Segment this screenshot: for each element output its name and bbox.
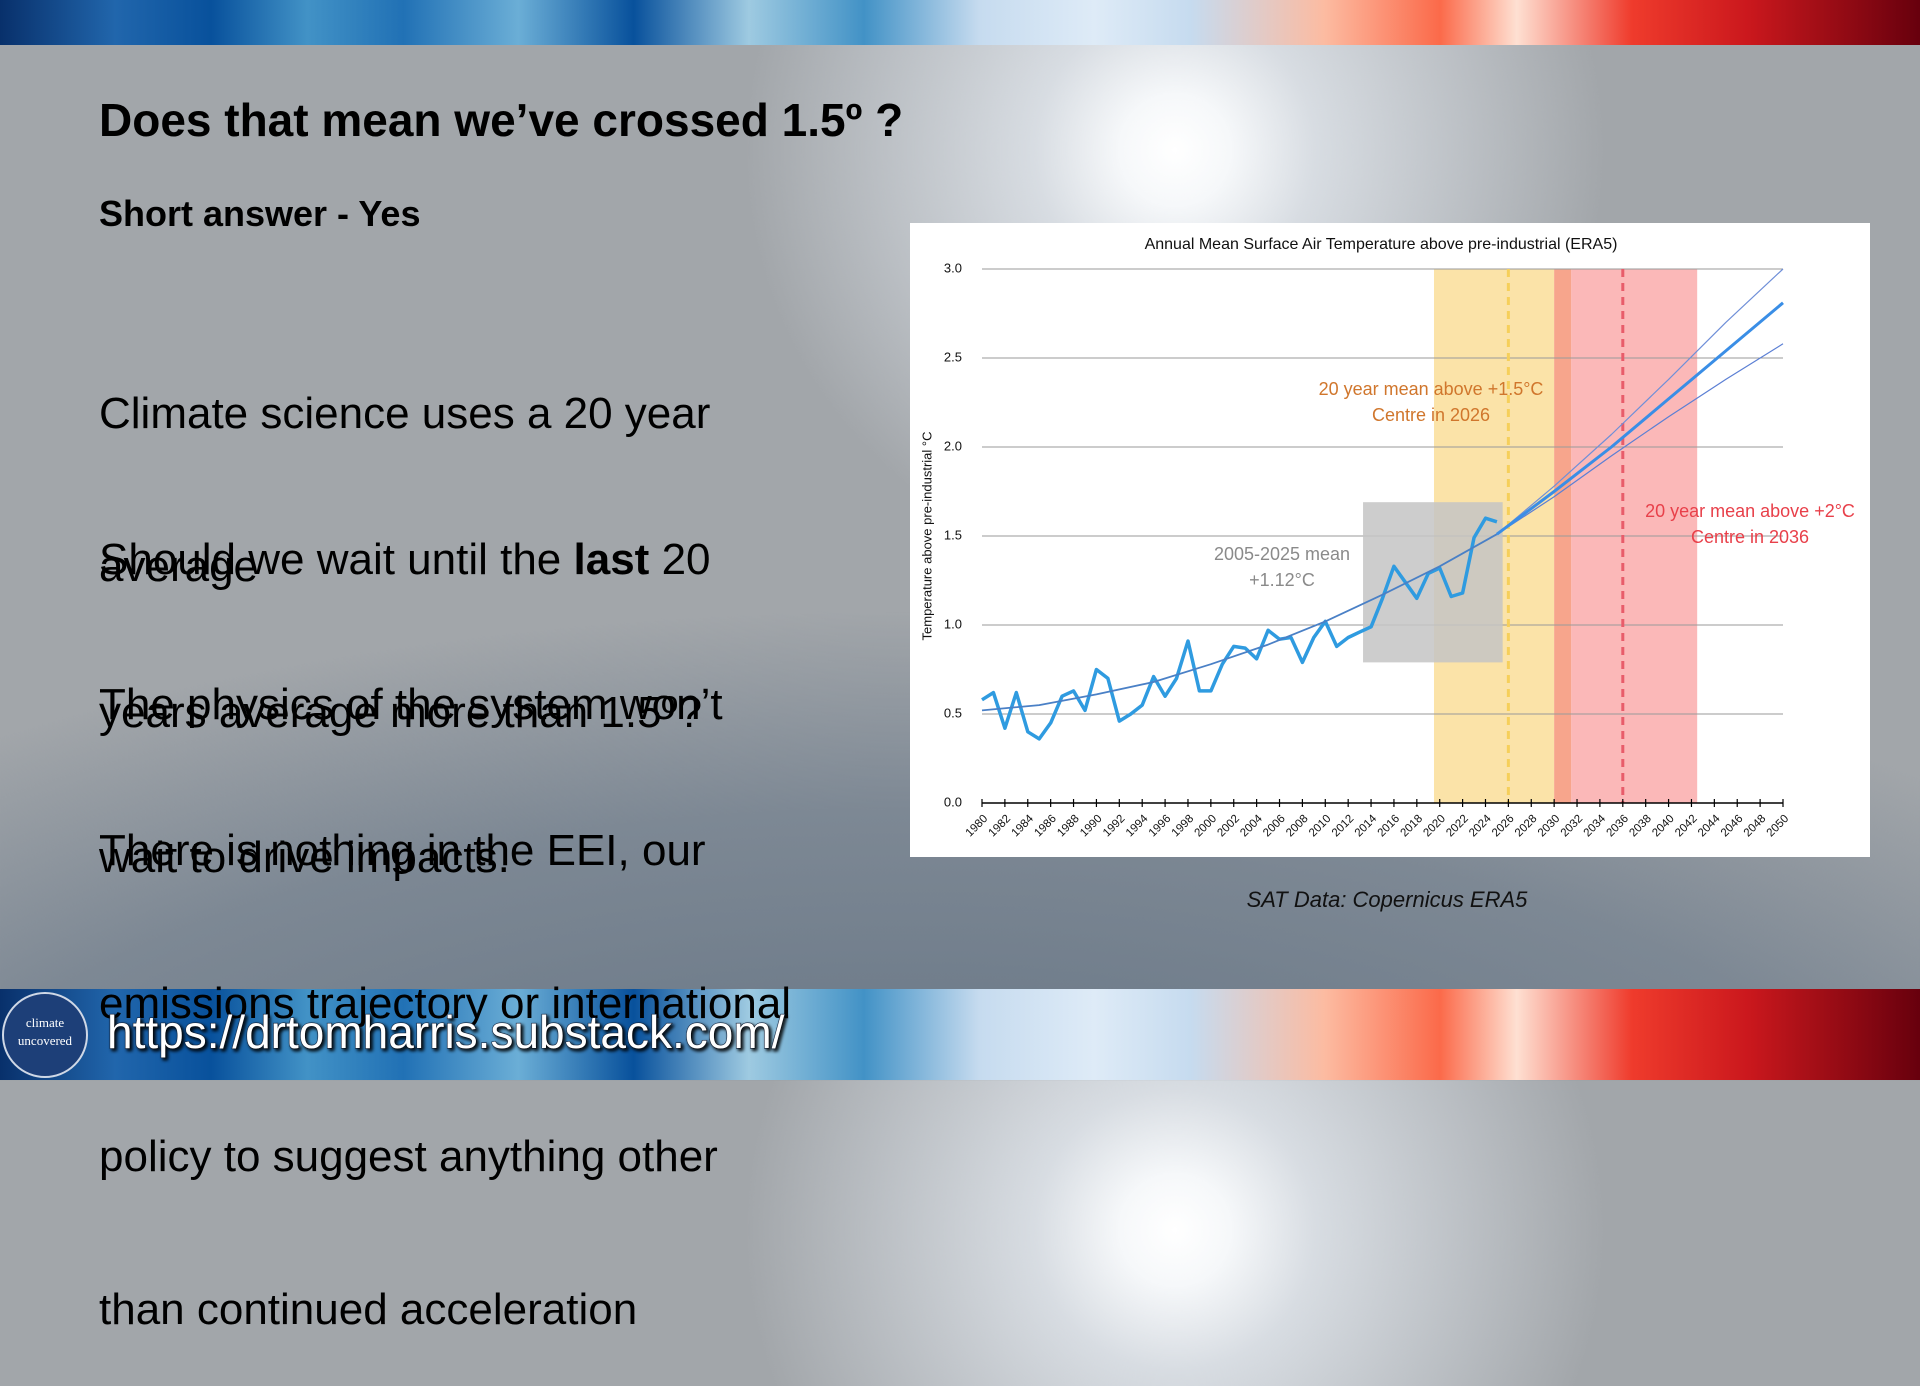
text-line: Should we wait until the last 20 [99, 534, 711, 585]
y-tick-label: 1.0 [944, 616, 962, 631]
text-line: Climate science uses a 20 year [99, 389, 711, 438]
y-tick-label: 0.0 [944, 794, 962, 809]
text-line: years average more than 1.5º? [99, 688, 703, 737]
logo-text: uncovered [18, 1033, 73, 1048]
chart-title: Annual Mean Surface Air Temperature abov… [1145, 236, 1618, 253]
y-tick-label: 0.5 [944, 705, 962, 720]
y-tick-label: 3.0 [944, 260, 962, 275]
slide-subtitle: Short answer - Yes [99, 193, 421, 234]
series-line [981, 516, 1498, 741]
y-tick-label: 1.5 [944, 527, 962, 542]
slide: Does that mean we’ve crossed 1.5º ? Shor… [0, 0, 1920, 1334]
text-line: emissions trajectory or international [99, 979, 792, 1028]
text-run: Should we wait until the [99, 535, 574, 584]
url[interactable]: https://drtomharris.substack.com/ [106, 1006, 785, 1059]
paragraph: The physics of the system won’t wait to … [99, 577, 723, 934]
series-line [1496, 268, 1784, 535]
paragraph: Climate science uses a 20 year average [99, 286, 710, 643]
bold-run: last [573, 535, 650, 584]
top-stripes [0, 0, 1920, 45]
annotation: 20 year mean above +2°C [1645, 501, 1855, 521]
annotation: Centre in 2026 [1372, 405, 1490, 425]
logo-text: climate [26, 1015, 64, 1030]
chart: Annual Mean Surface Air Temperature abov… [2, 223, 1870, 1078]
annotation: 20 year mean above +1.5°C [1319, 379, 1544, 399]
text-line: There is nothing in the EEI, our [99, 826, 706, 875]
series-line [981, 533, 1498, 712]
y-axis-label: Temperature above pre-industrial °C [919, 432, 934, 641]
text-line: wait to drive impacts. [99, 833, 510, 882]
y-tick-label: 2.5 [944, 349, 962, 364]
text-line: than continued acceleration [99, 1285, 638, 1334]
paragraph: Should we wait until the last 20 years a… [99, 432, 711, 789]
annotation: Centre in 2036 [1691, 527, 1809, 547]
text-line: The physics of the system won’t [99, 680, 723, 729]
y-tick-label: 2.0 [944, 438, 962, 453]
text-line: average [99, 542, 259, 591]
series-line [1496, 301, 1784, 536]
bottom-stripes [0, 989, 1920, 1080]
caption: SAT Data: Copernicus ERA5 [1247, 887, 1529, 912]
slide-title: Does that mean we’ve crossed 1.5º ? [99, 94, 904, 146]
logo: climate uncovered [2, 992, 88, 1078]
text-line: policy to suggest anything other [99, 1132, 718, 1181]
text-run: 20 [649, 535, 711, 584]
annotation: +1.12°C [1249, 570, 1315, 590]
annotation: 2005-2025 mean [1214, 544, 1350, 564]
series-line [1496, 343, 1784, 535]
logo-circle [2, 992, 88, 1078]
